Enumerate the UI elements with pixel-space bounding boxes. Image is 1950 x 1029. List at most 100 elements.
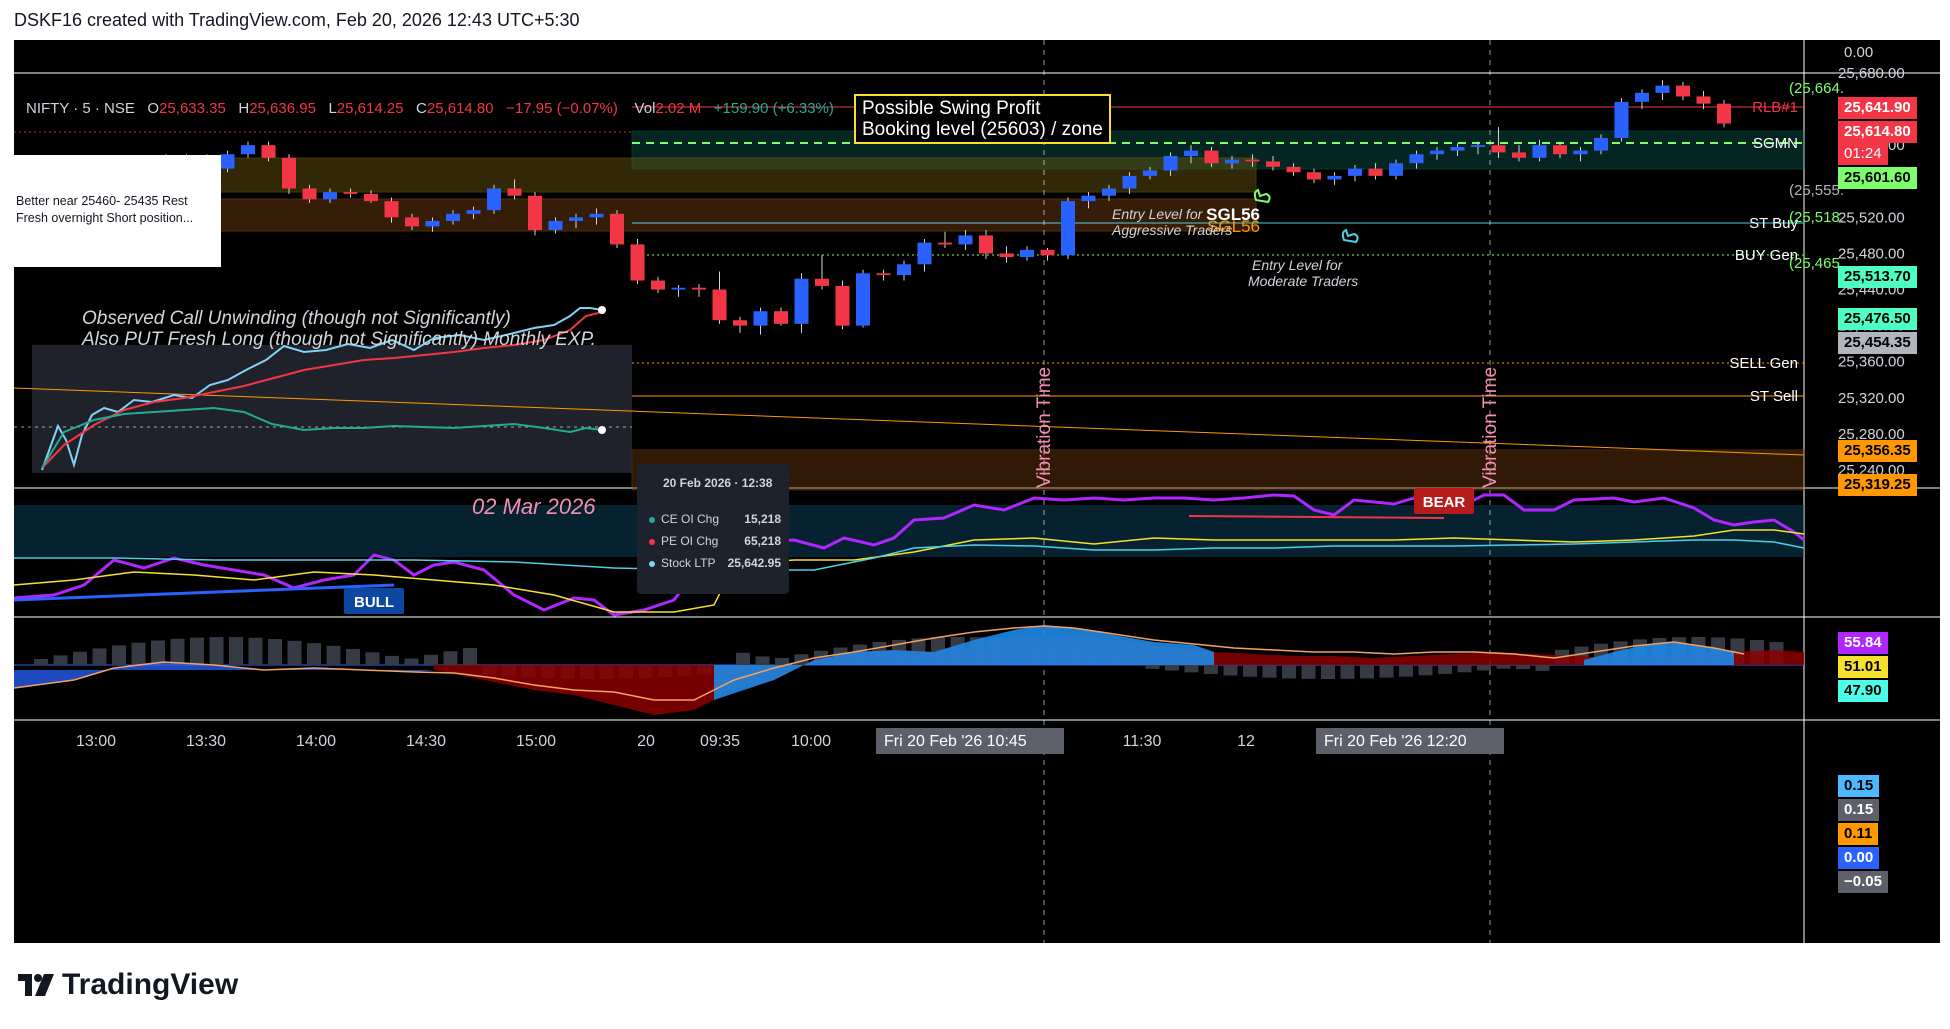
chart-canvas[interactable]: 25,680.0025,640.0025,600.0025,560.0025,5… bbox=[14, 40, 1940, 943]
oi-stock-ltp-line bbox=[41, 307, 603, 471]
candle-body-61 bbox=[1327, 175, 1342, 180]
oi-ce-line bbox=[41, 406, 603, 469]
macd-hist-bar-4 bbox=[112, 645, 126, 665]
sgl56-upper-label: SGL56 bbox=[1206, 205, 1260, 224]
stbuy-price-tag: 25,513.70 bbox=[1838, 266, 1917, 288]
macd-blue-wave-2 bbox=[1584, 642, 1734, 665]
candle-body-74 bbox=[1594, 137, 1608, 151]
legend-l-label: L bbox=[328, 100, 337, 117]
tooltip-ce-label: CE OI Chg bbox=[661, 512, 720, 526]
oi-tooltip: 20 Feb 2026 · 12:38 CE OI Chg 15,218 PE O… bbox=[637, 464, 789, 594]
macd-hist-bar-69 bbox=[1379, 665, 1394, 678]
candle-body-43 bbox=[958, 235, 973, 245]
macd-hist-bar-13 bbox=[287, 640, 302, 665]
sgl56-lower-zone bbox=[14, 198, 1257, 232]
price-axis-tick-0: 25,680.00 bbox=[1838, 65, 1905, 82]
macd-hist-bar-39 bbox=[794, 654, 809, 665]
candle-body-33 bbox=[753, 311, 768, 326]
ce-dot-icon bbox=[649, 516, 655, 523]
observation-line-2: Also PUT Fresh Long (though not Signific… bbox=[82, 329, 596, 350]
candle-body-65 bbox=[1409, 154, 1424, 164]
oi-pe-line bbox=[41, 311, 603, 469]
time-axis-tick-4: 15:00 bbox=[516, 733, 556, 750]
candle-body-19 bbox=[466, 210, 481, 214]
candle-body-51 bbox=[1122, 175, 1137, 189]
note-line-2: Fresh overnight Short position... bbox=[16, 211, 194, 225]
ltp-dot-icon bbox=[649, 560, 655, 567]
time-axis-tick-7: 10:00 bbox=[791, 733, 831, 750]
candle-body-27 bbox=[630, 244, 645, 281]
macd-negative-fill bbox=[434, 636, 1804, 715]
macd-hist-bar-64 bbox=[1282, 665, 1296, 679]
note-annotation[interactable]: Better near 25460- 25435 Rest Fresh over… bbox=[14, 155, 221, 267]
pe-dot-icon bbox=[649, 538, 655, 545]
macd-hist-bar-59 bbox=[1184, 665, 1199, 673]
chart-frame[interactable]: 25,680.0025,640.0025,600.0025,560.0025,5… bbox=[14, 40, 1940, 943]
vibration-time-label-1: Vibration Time bbox=[1034, 367, 1055, 488]
symbol-legend[interactable]: NIFTY · 5 · NSE O25,633.35 H25,636.95 L2… bbox=[26, 100, 834, 117]
candle-body-76 bbox=[1635, 92, 1649, 102]
candle-body-21 bbox=[507, 188, 522, 196]
vibration-time-label-2: Vibration Time bbox=[1480, 367, 1501, 488]
rsi-band bbox=[14, 505, 1804, 557]
macd-hist-bar-2 bbox=[73, 651, 87, 665]
last-price-tag: 25,641.90 bbox=[1838, 97, 1917, 119]
crosshair-time-2: Fri 20 Feb '26 12:20 bbox=[1324, 733, 1467, 750]
macd-hist-bar-63 bbox=[1262, 665, 1277, 678]
hand-pointer-cyan-icon bbox=[1341, 228, 1359, 244]
crosshair-time-1-bg bbox=[876, 728, 1064, 754]
candle-body-40 bbox=[897, 264, 911, 276]
macd-hist-bar-36 bbox=[736, 652, 750, 665]
candle-body-67 bbox=[1450, 146, 1465, 151]
legend-change: −17.95 (−0.07%) bbox=[506, 100, 618, 117]
macd-hist-bar-1 bbox=[53, 655, 68, 665]
trend-line bbox=[14, 387, 1805, 456]
macd-hist-bar-62 bbox=[1243, 665, 1257, 677]
legend-volume: 2.02 M bbox=[655, 100, 702, 117]
bull-trendline bbox=[14, 583, 395, 602]
st-buy-label: ST Buy bbox=[1749, 215, 1798, 232]
candle-body-49 bbox=[1081, 195, 1096, 202]
candle-body-50 bbox=[1102, 188, 1116, 196]
stsell-price-tag: 25,319.25 bbox=[1838, 474, 1917, 496]
macd-value-e: −0.05 bbox=[1838, 871, 1888, 893]
candle-body-25 bbox=[589, 213, 604, 218]
candle-body-18 bbox=[446, 213, 460, 221]
legend-c-label: C bbox=[416, 100, 427, 117]
macd-hist-bar-6 bbox=[151, 640, 165, 665]
candle-body-78 bbox=[1676, 85, 1690, 97]
price-axis-tick-5: 25,480.00 bbox=[1838, 245, 1905, 262]
macd-hist-bar-58 bbox=[1165, 665, 1179, 671]
bull-label: BULL bbox=[354, 594, 394, 611]
swing-profit-annotation[interactable]: Possible Swing Profit Booking level (256… bbox=[854, 94, 1111, 144]
rlb-label: RLB#1 bbox=[1752, 99, 1798, 116]
time-axis: 13:00 13:30 14:00 14:30 15:00 20 09:35 10:00 11:… bbox=[76, 733, 1490, 750]
inset-date-label: 02 Mar 2026 bbox=[472, 494, 596, 519]
candle-body-31 bbox=[712, 289, 727, 321]
candle-body-9 bbox=[261, 145, 276, 158]
crosshair-time-1: Fri 20 Feb '26 10:45 bbox=[884, 733, 1027, 750]
tradingview-logo-icon bbox=[18, 974, 54, 996]
rsi-value-b: 51.01 bbox=[1838, 656, 1888, 678]
rlb-price-tag: 25,614.80 bbox=[1838, 121, 1917, 143]
rsi-value-c: 47.90 bbox=[1838, 680, 1888, 702]
candle-body-71 bbox=[1532, 145, 1547, 158]
candle-body-15 bbox=[384, 201, 399, 218]
candle-body-73 bbox=[1573, 150, 1588, 155]
candle-body-53 bbox=[1163, 156, 1178, 171]
tradingview-brand[interactable]: TradingView bbox=[18, 968, 238, 1002]
sgl56-lower-label: SGL56 bbox=[1207, 217, 1260, 236]
hand-pointer-green-icon bbox=[1253, 188, 1271, 204]
candle-body-37 bbox=[835, 285, 850, 326]
entry-moderate-line2: Moderate Traders bbox=[1248, 273, 1358, 289]
candle-body-34 bbox=[774, 311, 788, 324]
time-axis-tick-3: 14:30 bbox=[406, 733, 446, 750]
macd-hist-bar-72 bbox=[1438, 665, 1452, 674]
macd-hist-bar-61 bbox=[1223, 665, 1238, 676]
observation-annotation[interactable]: Observed Call Unwinding (though not Sign… bbox=[82, 308, 596, 350]
candle-body-42 bbox=[938, 242, 952, 245]
macd-value-c: 0.11 bbox=[1838, 823, 1879, 845]
candle-body-14 bbox=[364, 193, 378, 202]
chart-created-line: DSKF16 created with TradingView.com, Feb… bbox=[14, 10, 580, 30]
candle-body-38 bbox=[856, 273, 870, 326]
